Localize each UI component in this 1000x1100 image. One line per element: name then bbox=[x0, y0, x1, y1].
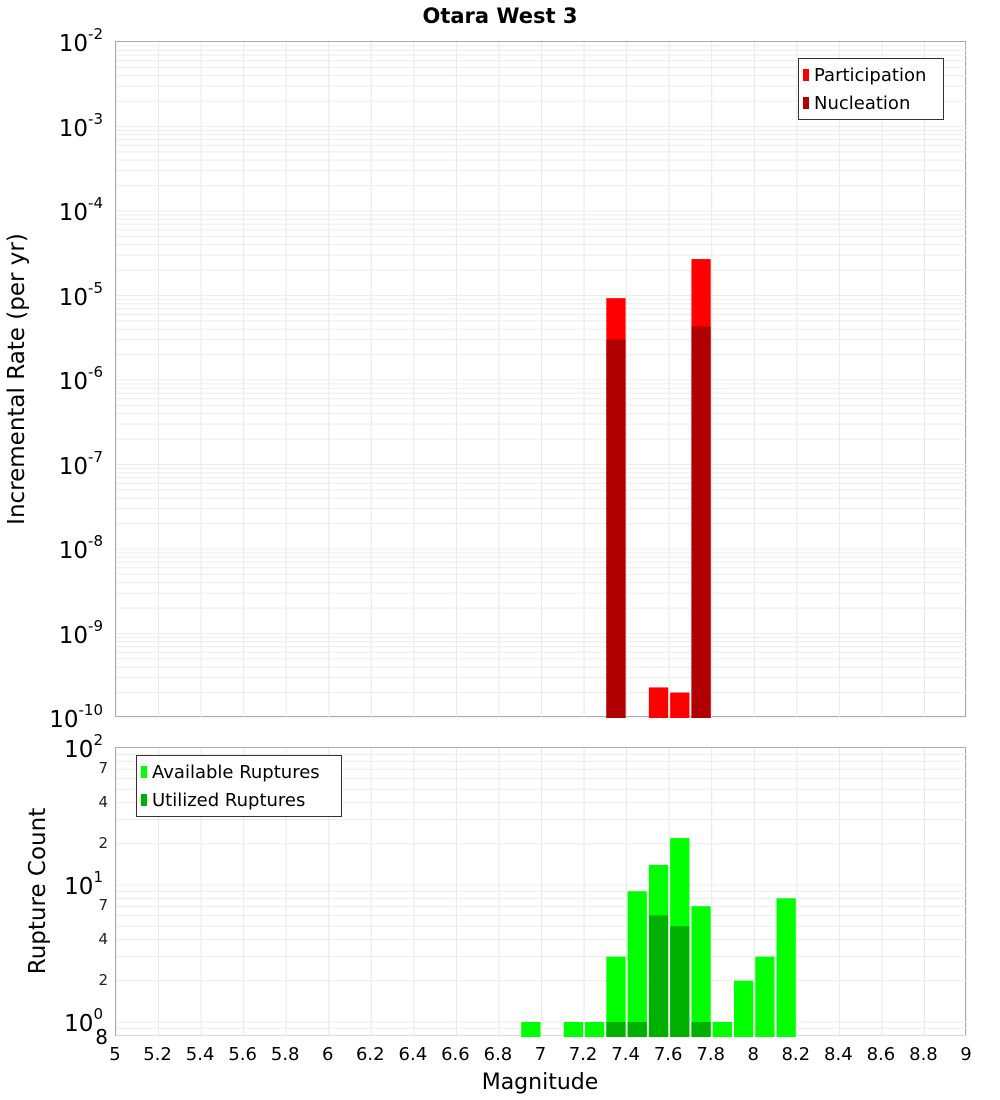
legend-item-available: Available Ruptures bbox=[141, 758, 337, 786]
x-tick-label: 7.4 bbox=[611, 1044, 640, 1065]
x-tick-label: 7 bbox=[535, 1044, 546, 1065]
x-tick-label: 6.4 bbox=[399, 1044, 428, 1065]
nucleation-bar bbox=[691, 326, 710, 718]
legend-label: Utilized Ruptures bbox=[152, 790, 305, 811]
x-tick-label: 7.8 bbox=[696, 1044, 725, 1065]
x-tick-label: 8.4 bbox=[824, 1044, 853, 1065]
participation-bar bbox=[649, 687, 668, 718]
count-legend: Available Ruptures Utilized Ruptures bbox=[136, 755, 342, 817]
x-tick-label: 6.6 bbox=[441, 1044, 470, 1065]
available-bar bbox=[755, 957, 774, 1037]
y-minor-tick-label: 8 bbox=[8, 1025, 108, 1049]
rate-plot-svg bbox=[116, 42, 967, 718]
nucleation-bar bbox=[606, 340, 625, 718]
x-tick-label: 6 bbox=[322, 1044, 333, 1065]
x-tick-label: 8.8 bbox=[909, 1044, 938, 1065]
y-tick-label: 10-3 bbox=[8, 118, 103, 141]
legend-item-utilized: Utilized Ruptures bbox=[141, 786, 337, 814]
x-tick-label: 9 bbox=[960, 1044, 971, 1065]
x-tick-label: 7.6 bbox=[654, 1044, 683, 1065]
utilized-bar bbox=[628, 1022, 647, 1037]
x-axis-label: Magnitude bbox=[0, 1070, 1000, 1095]
y-tick-label: 10-9 bbox=[8, 625, 103, 648]
utilized-bar bbox=[691, 1022, 710, 1037]
x-tick-label: 7.2 bbox=[569, 1044, 598, 1065]
x-tick-label: 6.8 bbox=[484, 1044, 513, 1065]
y-minor-tick-label: 2 bbox=[8, 971, 108, 989]
available-bar bbox=[585, 1022, 604, 1037]
legend-label: Available Ruptures bbox=[152, 762, 320, 783]
x-tick-label: 8.6 bbox=[867, 1044, 896, 1065]
x-tick-label: 5.6 bbox=[228, 1044, 257, 1065]
y-tick-label: 10-2 bbox=[8, 33, 103, 56]
available-bar bbox=[734, 981, 753, 1037]
y-minor-tick-label: 4 bbox=[8, 793, 108, 811]
count-y-axis-label: Rupture Count bbox=[25, 791, 51, 991]
rate-y-axis-label: Incremental Rate (per yr) bbox=[4, 229, 30, 529]
utilized-swatch-icon bbox=[141, 794, 147, 806]
available-swatch-icon bbox=[141, 766, 147, 778]
nucleation-swatch-icon bbox=[803, 97, 809, 109]
y-tick-label: 10-8 bbox=[8, 540, 103, 563]
participation-bar bbox=[670, 693, 689, 718]
available-bar bbox=[691, 906, 710, 1037]
available-bar bbox=[564, 1022, 583, 1037]
y-minor-tick-label: 7 bbox=[8, 896, 108, 914]
y-minor-tick-label: 2 bbox=[8, 834, 108, 852]
chart-title: Otara West 3 bbox=[0, 4, 1000, 28]
rate-legend: Participation Nucleation bbox=[798, 58, 944, 120]
y-minor-tick-label: 7 bbox=[8, 759, 108, 777]
participation-swatch-icon bbox=[803, 69, 809, 81]
available-bar bbox=[521, 1022, 540, 1037]
y-tick-label: 10-10 bbox=[8, 709, 103, 732]
legend-item-nucleation: Nucleation bbox=[803, 89, 939, 117]
x-tick-label: 6.2 bbox=[356, 1044, 385, 1065]
y-minor-tick-label: 4 bbox=[8, 930, 108, 948]
legend-label: Nucleation bbox=[814, 93, 910, 114]
legend-label: Participation bbox=[814, 65, 926, 86]
available-bar bbox=[628, 891, 647, 1037]
rate-plot-area bbox=[115, 41, 966, 717]
utilized-bar bbox=[670, 926, 689, 1037]
x-tick-label: 5.8 bbox=[271, 1044, 300, 1065]
x-tick-label: 8.2 bbox=[781, 1044, 810, 1065]
available-bar bbox=[777, 898, 796, 1037]
utilized-bar bbox=[606, 1022, 625, 1037]
available-bar bbox=[713, 1022, 732, 1037]
x-tick-label: 8 bbox=[748, 1044, 759, 1065]
utilized-bar bbox=[649, 915, 668, 1037]
x-tick-label: 5.2 bbox=[143, 1044, 172, 1065]
y-tick-label: 10-4 bbox=[8, 202, 103, 225]
legend-item-participation: Participation bbox=[803, 61, 939, 89]
x-tick-label: 5.4 bbox=[186, 1044, 215, 1065]
x-tick-label: 5 bbox=[109, 1044, 120, 1065]
